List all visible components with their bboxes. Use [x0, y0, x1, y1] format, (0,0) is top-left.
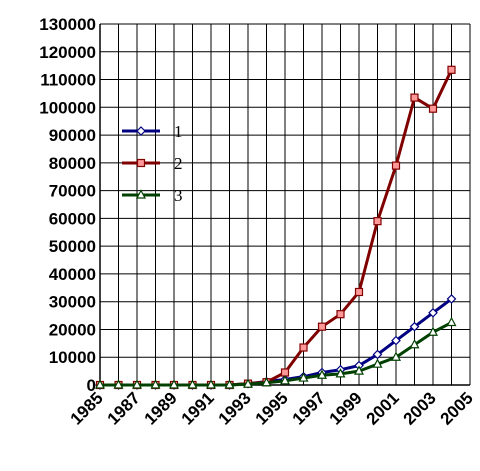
y-tick-label: 20000 — [49, 320, 96, 339]
legend-marker — [136, 126, 146, 136]
legend-label: 1 — [174, 122, 183, 141]
legend-marker — [136, 189, 146, 199]
data-point — [280, 368, 290, 377]
legend-marker — [136, 158, 146, 168]
data-point — [446, 316, 457, 327]
series-2 — [95, 65, 456, 390]
y-tick-label: 50000 — [49, 237, 96, 256]
series-3 — [95, 316, 457, 389]
y-tick-label: 60000 — [49, 209, 96, 228]
data-point — [428, 104, 438, 113]
data-point — [409, 338, 420, 349]
x-tick-label: 1999 — [326, 388, 366, 428]
data-point — [447, 65, 456, 74]
y-tick-label: 70000 — [49, 182, 96, 201]
gridlines — [99, 23, 471, 386]
x-tick-label: 1997 — [289, 388, 329, 428]
y-tick-label: 0 — [87, 376, 96, 395]
legend: 1 2 3 — [122, 122, 183, 205]
data-point — [243, 378, 253, 388]
data-point — [150, 379, 161, 389]
data-point — [373, 217, 382, 226]
x-tick-label: 1989 — [141, 388, 181, 428]
data-point — [391, 351, 401, 361]
y-tick-label: 30000 — [49, 293, 96, 312]
data-point — [428, 326, 438, 336]
data-point — [317, 322, 327, 331]
data-point — [261, 377, 272, 387]
y-tick-label: 40000 — [49, 265, 96, 284]
x-tick-label: 2001 — [363, 388, 403, 428]
y-tick-label: 100000 — [39, 98, 96, 117]
data-point — [446, 294, 457, 304]
data-point — [354, 287, 364, 297]
data-point — [410, 93, 419, 102]
data-point — [354, 365, 364, 375]
data-point — [187, 379, 198, 389]
data-point — [169, 379, 179, 389]
data-point — [299, 343, 308, 352]
series-line — [100, 321, 453, 387]
data-point — [336, 310, 345, 319]
data-point — [298, 372, 309, 382]
x-tick-label: 1993 — [215, 388, 255, 428]
y-tick-label: 130000 — [39, 15, 96, 34]
x-tick-label: 1985 — [67, 388, 107, 428]
legend-label: 3 — [174, 186, 183, 205]
x-tick-label: 1991 — [178, 388, 218, 428]
y-tick-label: 90000 — [49, 126, 96, 145]
legend-label: 2 — [174, 154, 183, 173]
data-point — [132, 379, 142, 389]
y-tick-label: 110000 — [40, 71, 96, 90]
data-point — [113, 379, 124, 389]
data-point — [280, 375, 290, 385]
data-point — [317, 369, 327, 379]
data-point — [206, 379, 216, 389]
data-point — [409, 321, 420, 332]
series-1 — [95, 294, 457, 390]
y-tick-label: 120000 — [39, 43, 96, 62]
x-tick-label: 2003 — [400, 388, 440, 428]
x-tick-label: 1987 — [104, 388, 144, 428]
x-tick-label: 1995 — [252, 388, 292, 428]
y-tick-label: 80000 — [49, 154, 96, 173]
data-point — [372, 358, 383, 368]
data-point — [428, 307, 438, 318]
data-point — [224, 379, 235, 389]
x-tick-label: 2005 — [437, 388, 477, 428]
data-point — [391, 335, 401, 346]
y-tick-label: 10000 — [49, 348, 96, 367]
data-point — [335, 368, 346, 378]
data-point — [391, 161, 401, 170]
data-point — [95, 379, 105, 389]
